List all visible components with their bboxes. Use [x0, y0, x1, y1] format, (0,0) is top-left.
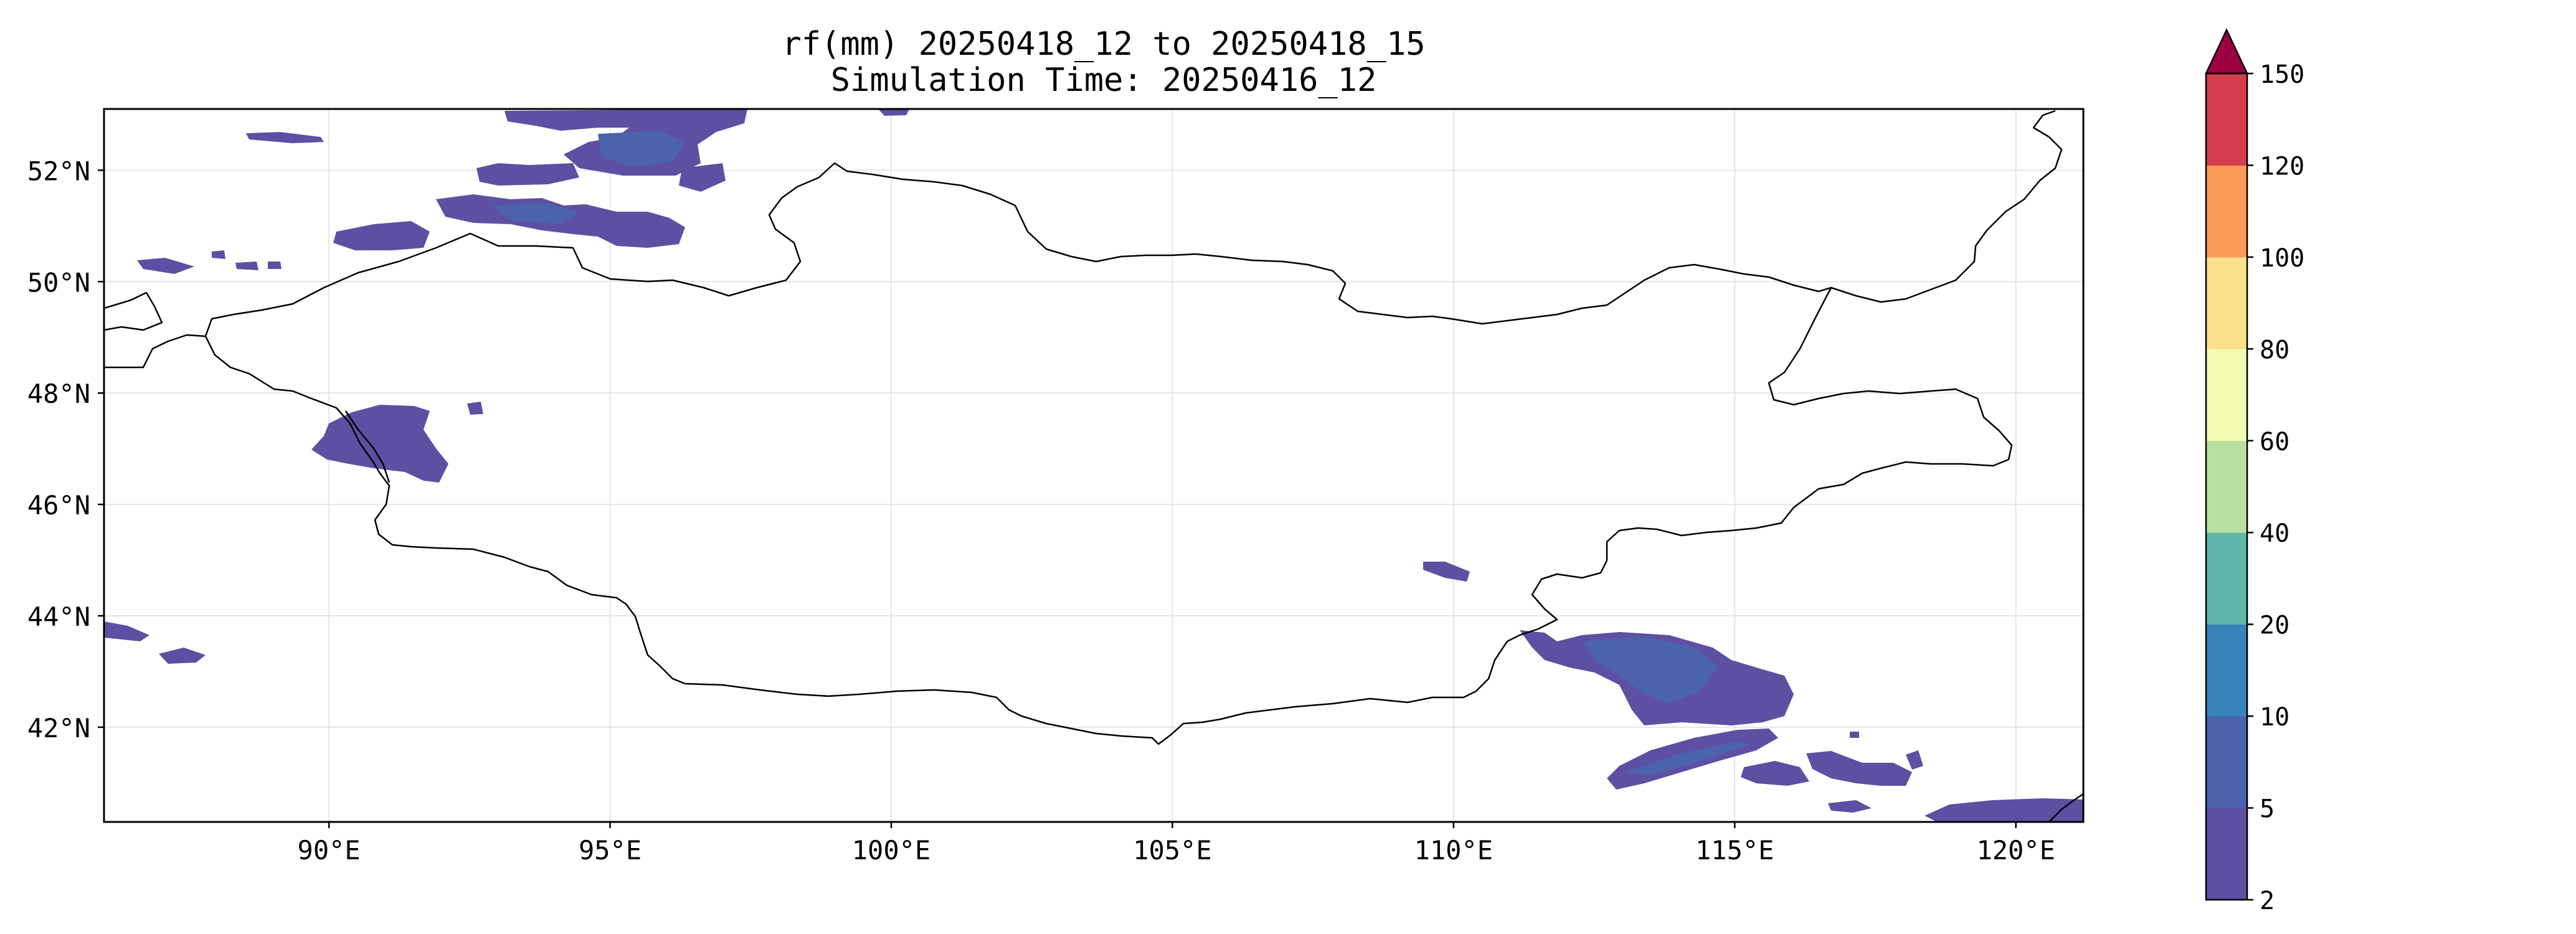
colorbar-tick-label: 10	[2260, 703, 2290, 732]
rain-region-northwest-1	[246, 132, 324, 143]
longitude-ticks: 90°E 95°E 100°E 105°E 110°E 115°E 120°E	[298, 822, 2055, 866]
russia-west-border	[104, 291, 163, 331]
colorbar-tick-label: 60	[2260, 428, 2290, 456]
lat-tick-label: 50°N	[27, 267, 90, 298]
rain-region-hebei-band-core	[1626, 741, 1750, 775]
colorbar-bin	[2206, 257, 2247, 349]
lat-tick-label: 46°N	[27, 490, 90, 521]
colorbar-bin	[2206, 808, 2247, 900]
rain-region-north-3	[679, 163, 726, 192]
country-borders	[104, 110, 2083, 822]
colorbar-tick-label: 40	[2260, 519, 2290, 548]
colorbar-tick-label: 20	[2260, 611, 2290, 640]
rain-region-west-4	[268, 262, 282, 269]
colorbar-frame	[2205, 72, 2248, 901]
lon-tick-label: 110°E	[1414, 835, 1493, 866]
rain-region-west-1	[137, 258, 194, 274]
colorbar-extend-arrow	[2205, 28, 2248, 75]
precipitation-field	[104, 109, 2083, 822]
lon-tick-label: 115°E	[1695, 835, 1774, 866]
rain-region-inner-mongolia-core	[1582, 636, 1719, 704]
rain-region-east-1	[1741, 761, 1809, 786]
rain-region-gobi-small	[1423, 562, 1470, 582]
china-kazakh-border	[104, 334, 206, 369]
rain-region-southeast	[1925, 798, 2083, 822]
rain-region-west-3	[235, 262, 258, 270]
rain-region-north-5	[878, 109, 909, 116]
lat-tick-label: 52°N	[27, 156, 90, 186]
latitude-ticks: 42°N 44°N 46°N 48°N 50°N 52°N	[27, 156, 104, 743]
rain-region-altai	[311, 405, 448, 483]
title-line-1: rf(mm) 20250418_12 to 20250418_15	[782, 26, 1425, 63]
mongolia-border	[204, 162, 2013, 745]
colorbar-bin	[2206, 716, 2247, 809]
lat-tick-label: 42°N	[27, 713, 90, 743]
colorbar-tick-label: 2	[2260, 887, 2275, 915]
rain-region-far-west	[104, 621, 149, 641]
rain-region-far-west-2	[159, 648, 206, 664]
rain-region-northwest-3	[492, 203, 579, 224]
rain-region-east-5	[1850, 732, 1859, 738]
east-frontier-border	[2048, 793, 2083, 822]
colorbar-tick-label: 5	[2260, 795, 2275, 824]
lon-tick-label: 90°E	[298, 835, 361, 866]
colorbar: 2 5 10 20 40 60 80 100 120 150	[2205, 28, 2304, 915]
title-line-2: Simulation Time: 20250416_12	[831, 62, 1377, 99]
rain-region-altai-2	[467, 402, 483, 415]
colorbar-bin	[2206, 165, 2247, 258]
lon-tick-label: 105°E	[1133, 835, 1211, 866]
lon-tick-label: 120°E	[1976, 835, 2055, 866]
colorbar-bin	[2206, 73, 2247, 166]
lon-tick-label: 95°E	[579, 835, 642, 866]
colorbar-tick-label: 80	[2260, 336, 2290, 364]
lon-tick-label: 100°E	[852, 835, 930, 866]
russia-china-ne-border	[1830, 110, 2063, 303]
rain-region-east-2	[1806, 751, 1912, 786]
rain-region-east-4	[1828, 800, 1872, 813]
colorbar-bin	[2206, 349, 2247, 441]
colorbar-tick-label: 120	[2260, 152, 2304, 181]
colorbar-tick-label: 100	[2260, 244, 2304, 273]
rain-region-northwest-4	[333, 221, 430, 250]
colorbar-bin	[2206, 532, 2247, 625]
rain-region-east-3	[1906, 750, 1923, 770]
rain-region-west-2	[212, 250, 225, 259]
colorbar-bin	[2206, 624, 2247, 717]
map-frame	[103, 108, 2085, 823]
colorbar-bin	[2206, 440, 2247, 533]
colorbar-tick-label: 150	[2260, 60, 2304, 89]
rain-region-north-2	[598, 131, 685, 167]
rain-region-north-4	[476, 163, 579, 186]
map-panel: 42°N 44°N 46°N 48°N 50°N 52°N 90°E 95°E 100°E 10…	[27, 108, 2085, 866]
lat-tick-label: 44°N	[27, 601, 90, 632]
altai-border	[344, 410, 391, 483]
lat-tick-label: 48°N	[27, 379, 90, 409]
